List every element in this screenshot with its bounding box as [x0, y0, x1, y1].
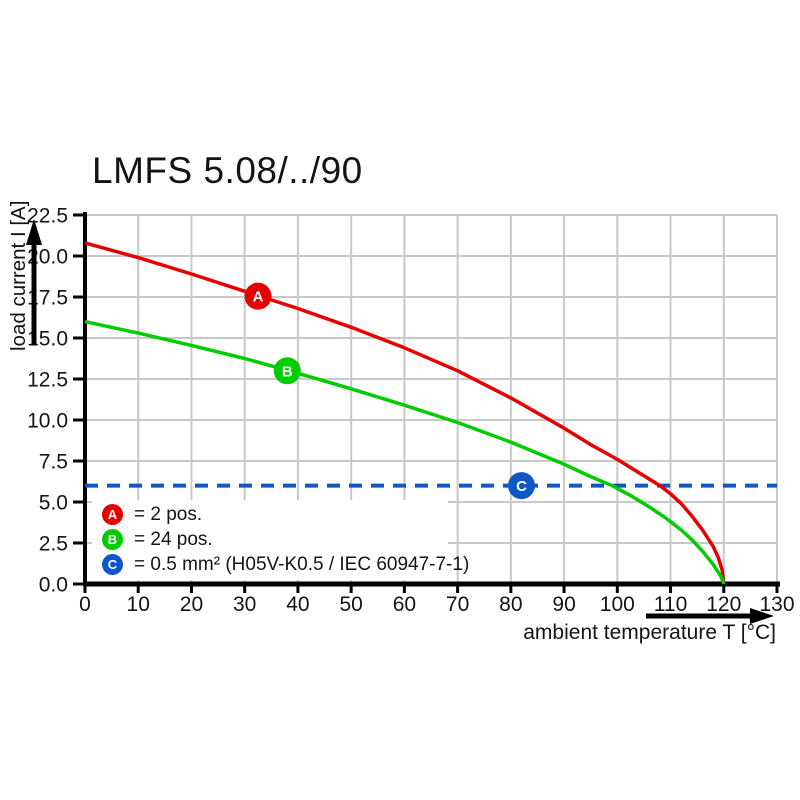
legend-label-c: = 0.5 mm² (H05V-K0.5 / IEC 60947-7-1) [134, 553, 470, 575]
legend-label-b: = 24 pos. [134, 528, 213, 550]
curve-marker-a-letter: A [253, 289, 264, 306]
curve-marker-c-letter: C [516, 478, 527, 495]
curve-marker-b-letter: B [282, 363, 293, 380]
x-tick-label: 40 [286, 593, 309, 616]
curve-marker-b-icon [273, 357, 301, 385]
y-tick-label: 5.0 [39, 492, 68, 515]
y-tick-label: 12.5 [27, 369, 68, 392]
x-tick-label: 70 [446, 593, 469, 616]
y-tick-label: 7.5 [39, 451, 68, 474]
legend-item-c: C = 0.5 mm² (H05V-K0.5 / IEC 60947-7-1) [92, 552, 469, 577]
y-tick-label: 0.0 [39, 574, 68, 597]
x-tick-label: 50 [339, 593, 362, 616]
curve-b [84, 319, 726, 585]
y-tick-label: 20.0 [27, 246, 68, 269]
chart-legend: A = 2 pos. B = 24 pos. C = 0.5 mm² (H05V… [92, 500, 469, 580]
x-axis-arrowhead-icon [750, 608, 774, 624]
y-tick-label: 22.5 [27, 205, 68, 228]
legend-item-a: A = 2 pos. [92, 502, 448, 527]
x-tick-label: 100 [600, 593, 635, 616]
curve-marker-c-icon [507, 472, 535, 500]
y-tick-label: 10.0 [27, 410, 68, 433]
x-tick-label: 110 [654, 593, 687, 616]
y-axis-title: load current I [A] [7, 200, 30, 351]
x-axis-title: ambient temperature T [°C] [523, 621, 776, 644]
legend-label-a: = 2 pos. [134, 503, 203, 525]
legend-item-b: B = 24 pos. [92, 527, 448, 552]
x-tick-label: 80 [499, 593, 522, 616]
legend-marker-c-icon: C [102, 554, 123, 575]
x-tick-label: 30 [233, 593, 256, 616]
y-tick-label: 15.0 [27, 328, 68, 351]
x-tick-label: 60 [393, 593, 416, 616]
legend-marker-a-letter: A [107, 507, 118, 522]
x-tick-label: 120 [706, 593, 741, 616]
chart-title: LMFS 5.08/../90 [92, 150, 363, 191]
curve-marker-a-icon [244, 282, 272, 310]
y-tick-label: 2.5 [39, 533, 68, 556]
x-tick-label: 0 [79, 593, 91, 616]
x-tick-label: 20 [180, 593, 203, 616]
x-tick-label: 10 [127, 593, 150, 616]
legend-marker-a-icon: A [102, 504, 123, 525]
curve-a [84, 241, 726, 585]
y-tick-label: 17.5 [27, 287, 68, 310]
legend-marker-b-icon: B [102, 529, 123, 550]
legend-marker-c-letter: C [107, 557, 118, 572]
legend-marker-b-letter: B [107, 532, 118, 547]
x-tick-label: 90 [552, 593, 575, 616]
x-tick-label: 130 [759, 593, 794, 616]
y-axis-arrowhead-icon [26, 219, 42, 245]
